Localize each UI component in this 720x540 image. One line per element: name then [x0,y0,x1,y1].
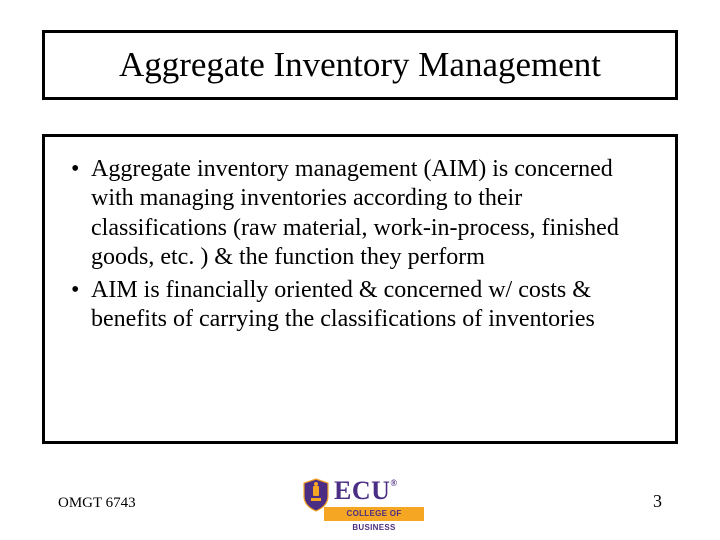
body-container: Aggregate inventory management (AIM) is … [42,134,678,444]
ecu-logo: ECU® COLLEGE OF BUSINESS [300,474,420,526]
slide: Aggregate Inventory Management Aggregate… [0,0,720,540]
logo-text: ECU® [334,476,398,506]
bullet-list: Aggregate inventory management (AIM) is … [67,155,653,335]
bullet-item: Aggregate inventory management (AIM) is … [67,155,653,272]
slide-title: Aggregate Inventory Management [119,45,601,85]
bullet-item: AIM is financially oriented & concerned … [67,276,653,335]
logo-subtext: COLLEGE OF BUSINESS [324,507,424,521]
page-number: 3 [653,491,662,512]
title-container: Aggregate Inventory Management [42,30,678,100]
course-code: OMGT 6743 [58,495,136,512]
